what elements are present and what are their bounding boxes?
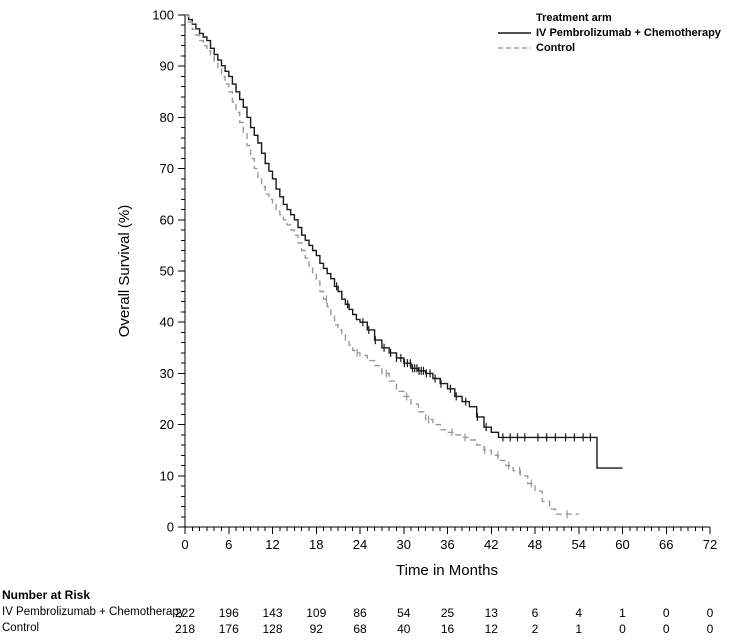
- svg-text:30: 30: [160, 366, 174, 381]
- risk-count: 218: [174, 622, 196, 636]
- svg-text:10: 10: [160, 468, 174, 483]
- risk-row-label: Control: [2, 622, 40, 634]
- risk-row-control: Control 218 176 128 92 68 40 16 12 2 1 0 0 0: [0, 622, 739, 638]
- risk-count: 222: [174, 606, 196, 620]
- svg-text:30: 30: [397, 537, 411, 552]
- svg-text:12: 12: [265, 537, 279, 552]
- risk-count: 0: [662, 622, 670, 636]
- risk-count: 176: [218, 622, 239, 636]
- svg-text:72: 72: [703, 537, 717, 552]
- risk-count: 6: [531, 606, 539, 620]
- legend: Treatment arm IV Pembrolizumab + Chemoth…: [498, 12, 721, 55]
- risk-count: 4: [575, 606, 583, 620]
- risk-row-label: IV Pembrolizumab + Chemotherapy: [2, 606, 185, 618]
- risk-count: 2: [531, 622, 539, 636]
- svg-text:40: 40: [160, 315, 174, 330]
- svg-text:48: 48: [528, 537, 542, 552]
- svg-text:0: 0: [181, 537, 188, 552]
- risk-count: 13: [484, 606, 498, 620]
- dashed-line-icon: [498, 46, 531, 49]
- legend-entry-control: Control: [498, 40, 721, 55]
- risk-count: 40: [397, 622, 411, 636]
- legend-label-control: Control: [536, 41, 576, 54]
- legend-title: Treatment arm: [536, 12, 612, 24]
- y-axis-title: Overall Survival (%): [116, 205, 133, 338]
- svg-text:20: 20: [160, 417, 174, 432]
- svg-text:24: 24: [353, 537, 367, 552]
- risk-count: 25: [440, 606, 455, 620]
- risk-count: 109: [306, 606, 327, 620]
- svg-text:36: 36: [440, 537, 454, 552]
- risk-count: 0: [706, 606, 714, 620]
- risk-count: 16: [440, 622, 455, 636]
- svg-text:70: 70: [160, 161, 174, 176]
- risk-count: 12: [484, 622, 498, 636]
- svg-text:18: 18: [309, 537, 323, 552]
- risk-count: 1: [575, 622, 583, 636]
- risk-count: 68: [353, 622, 367, 636]
- risk-count: 0: [619, 622, 626, 636]
- risk-count: 54: [397, 606, 411, 620]
- risk-count: 92: [309, 622, 323, 636]
- svg-text:54: 54: [572, 537, 586, 552]
- svg-text:100: 100: [152, 8, 174, 23]
- svg-text:60: 60: [615, 537, 629, 552]
- svg-text:80: 80: [160, 110, 174, 125]
- svg-text:50: 50: [160, 264, 174, 279]
- risk-count: 0: [706, 622, 714, 636]
- svg-text:60: 60: [160, 212, 174, 227]
- svg-text:0: 0: [167, 520, 174, 535]
- risk-count: 86: [353, 606, 367, 620]
- risk-row-treatment: IV Pembrolizumab + Chemotherapy 222 196 14…: [0, 606, 739, 622]
- legend-label-treatment: IV Pembrolizumab + Chemotherapy: [536, 26, 721, 39]
- svg-text:6: 6: [225, 537, 232, 552]
- risk-count: 1: [619, 606, 626, 620]
- risk-count: 128: [262, 622, 283, 636]
- risk-count: 0: [662, 606, 670, 620]
- svg-text:66: 66: [659, 537, 673, 552]
- km-plot-canvas: Overall Survival (%) Time in Months 0 6 12…: [116, 8, 717, 580]
- risk-count: 196: [218, 606, 239, 620]
- svg-text:90: 90: [160, 59, 174, 74]
- legend-entry-treatment: IV Pembrolizumab + Chemotherapy: [498, 25, 721, 40]
- solid-line-icon: [498, 31, 531, 34]
- x-axis-title: Time in Months: [396, 562, 498, 579]
- svg-text:42: 42: [484, 537, 498, 552]
- risk-count: 143: [262, 606, 283, 620]
- risk-table-title: Number at Risk: [2, 588, 91, 602]
